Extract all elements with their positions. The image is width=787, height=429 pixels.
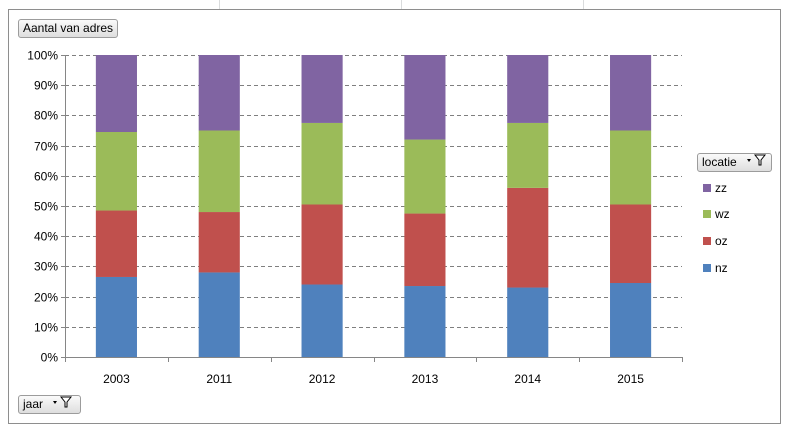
legend-field-label: locatie	[702, 155, 737, 169]
bar-segment-wz	[404, 139, 446, 214]
legend-swatch	[703, 237, 711, 245]
bar-segment-wz	[610, 130, 652, 205]
y-tick-label: 60%	[34, 170, 58, 184]
bar-segment-zz	[95, 55, 137, 133]
x-tick-label: 2013	[412, 372, 439, 386]
bar-segment-nz	[95, 276, 137, 357]
bar-segment-oz	[507, 187, 549, 288]
bar-segment-zz	[404, 55, 446, 140]
filter-dropdown-icon[interactable]	[746, 154, 770, 171]
bar-segment-nz	[198, 272, 240, 357]
sheet-gridline	[219, 0, 220, 9]
legend-swatch	[703, 210, 711, 218]
y-tick-label: 40%	[34, 230, 58, 244]
x-tick-label: 2015	[617, 372, 644, 386]
bar-segment-oz	[198, 212, 240, 273]
y-tick-label: 90%	[34, 79, 58, 93]
x-tick-label: 2011	[206, 372, 232, 386]
bar-segment-nz	[404, 286, 446, 357]
x-axis-ticks: 2003 2011 2012 2013 2014 2015	[103, 372, 644, 386]
axis-field-label: jaar	[23, 397, 44, 411]
gridlines	[61, 55, 683, 362]
bar-segment-oz	[610, 204, 652, 284]
y-axis-ticks: 0% 10% 20% 30% 40% 50% 60% 70% 80% 90% 100%	[27, 49, 58, 365]
bar-segment-oz	[301, 204, 343, 285]
sheet-gridline	[401, 0, 402, 9]
legend-label: oz	[715, 234, 728, 248]
bar-segment-zz	[198, 55, 240, 131]
legend-label: zz	[715, 181, 727, 195]
legend-label: wz	[715, 207, 730, 221]
y-tick-label: 0%	[41, 351, 59, 365]
y-tick-label: 30%	[34, 260, 58, 274]
legend-swatch	[703, 264, 711, 272]
value-field-label: Aantal van adres	[23, 21, 114, 35]
bar-segment-zz	[610, 55, 652, 131]
bar-segment-nz	[610, 283, 652, 357]
x-tick-label: 2003	[103, 372, 130, 386]
legend-label: nz	[715, 261, 728, 275]
bar-segment-oz	[404, 213, 446, 287]
bar-segment-zz	[301, 55, 343, 123]
y-tick-label: 10%	[34, 321, 58, 335]
bar-segment-wz	[95, 132, 137, 211]
bar-segment-wz	[198, 130, 240, 213]
x-tick-label: 2012	[309, 372, 336, 386]
axis-field-button[interactable]: jaar	[18, 395, 82, 414]
value-field-button[interactable]: Aantal van adres	[18, 19, 119, 38]
bar-segment-oz	[95, 210, 137, 277]
y-tick-label: 50%	[34, 200, 58, 214]
bar-segment-zz	[507, 55, 549, 123]
y-tick-label: 100%	[27, 49, 58, 63]
y-tick-label: 70%	[34, 140, 58, 154]
bar-segment-wz	[301, 122, 343, 205]
x-tick-label: 2014	[514, 372, 541, 386]
y-tick-label: 80%	[34, 109, 58, 123]
bar-segment-nz	[507, 287, 549, 357]
legend-swatch	[703, 184, 711, 192]
bar-segment-wz	[507, 122, 549, 188]
sheet-gridline	[583, 0, 584, 9]
filter-dropdown-icon[interactable]	[52, 396, 76, 413]
y-tick-label: 20%	[34, 291, 58, 305]
legend-field-button[interactable]: locatie	[697, 153, 772, 172]
bar-segment-nz	[301, 284, 343, 357]
bars	[95, 55, 652, 357]
